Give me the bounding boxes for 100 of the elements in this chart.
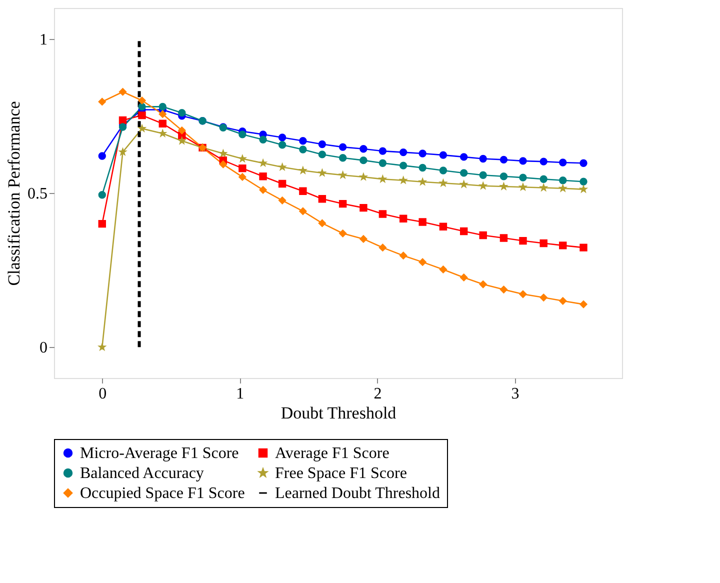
point xyxy=(238,154,246,162)
y-tick-label: 1 xyxy=(40,31,48,48)
point xyxy=(98,152,106,160)
point xyxy=(479,154,487,163)
point xyxy=(158,110,167,118)
point xyxy=(378,147,387,155)
point xyxy=(580,185,588,193)
point xyxy=(299,146,307,154)
point xyxy=(278,134,286,142)
point xyxy=(559,176,567,184)
legend-label: Balanced Accuracy xyxy=(80,465,204,482)
point xyxy=(318,150,326,158)
point xyxy=(299,137,307,145)
point xyxy=(158,130,166,137)
point xyxy=(219,150,227,157)
point xyxy=(540,158,548,166)
point xyxy=(118,116,127,124)
point xyxy=(500,234,508,242)
point xyxy=(440,179,447,186)
point xyxy=(439,151,448,159)
point xyxy=(519,236,527,245)
point xyxy=(378,244,387,252)
point xyxy=(580,178,588,186)
point xyxy=(259,186,267,194)
point xyxy=(138,96,146,104)
point xyxy=(559,242,567,250)
point xyxy=(138,102,146,111)
point xyxy=(418,164,426,172)
point xyxy=(238,164,246,172)
point xyxy=(118,88,127,96)
point xyxy=(178,137,186,144)
point xyxy=(540,175,548,183)
point xyxy=(338,154,347,162)
legend-label: Free Space F1 Score xyxy=(275,465,407,482)
x-tick-label: 3 xyxy=(511,386,520,402)
point xyxy=(299,207,307,216)
point xyxy=(519,157,527,165)
point xyxy=(439,166,448,174)
point xyxy=(439,266,448,274)
y-tick-label: 0 xyxy=(40,340,48,357)
point xyxy=(318,195,326,203)
point xyxy=(479,182,487,190)
x-tick-label: 2 xyxy=(374,386,382,402)
point xyxy=(418,218,426,226)
point xyxy=(460,169,468,177)
point xyxy=(278,163,286,170)
point xyxy=(580,300,588,308)
point xyxy=(519,174,527,182)
point xyxy=(259,136,267,144)
point xyxy=(238,173,246,181)
y-axis-title: Classification Performance xyxy=(4,101,24,286)
point xyxy=(238,130,246,138)
legend-label: Occupied Space F1 Score xyxy=(80,485,245,502)
point xyxy=(318,219,326,228)
point xyxy=(439,222,448,230)
point xyxy=(98,220,106,228)
point xyxy=(318,140,326,148)
point xyxy=(540,294,548,302)
point xyxy=(318,169,326,176)
point xyxy=(399,162,408,170)
point xyxy=(460,180,468,188)
x-tick-label: 0 xyxy=(98,386,107,402)
point xyxy=(519,183,527,190)
point xyxy=(399,214,408,222)
point xyxy=(400,176,408,184)
point xyxy=(559,184,567,192)
point xyxy=(500,156,508,164)
point xyxy=(360,156,368,164)
point xyxy=(278,180,286,188)
point xyxy=(378,159,387,167)
point xyxy=(378,210,387,218)
point xyxy=(540,184,548,191)
point xyxy=(338,200,347,208)
y-tick-label: 0.5 xyxy=(28,186,48,202)
point xyxy=(479,231,487,240)
point xyxy=(559,297,567,305)
point xyxy=(519,290,527,298)
point xyxy=(500,286,508,294)
point xyxy=(338,230,347,238)
point xyxy=(98,98,106,106)
point xyxy=(418,178,426,186)
point xyxy=(399,148,408,156)
point xyxy=(360,145,368,153)
point xyxy=(540,239,548,248)
legend-label: Average F1 Score xyxy=(275,445,390,462)
point xyxy=(338,143,347,151)
point xyxy=(259,159,267,166)
point xyxy=(479,171,487,179)
point xyxy=(299,187,307,196)
point xyxy=(138,124,146,132)
point xyxy=(500,182,508,190)
point xyxy=(98,343,106,350)
legend-label: Micro-Average F1 Score xyxy=(80,445,239,462)
point xyxy=(219,160,228,168)
point xyxy=(278,196,286,204)
point xyxy=(500,172,508,180)
point xyxy=(360,173,368,180)
point xyxy=(379,175,386,182)
legend-label: Learned Doubt Threshold xyxy=(275,485,440,502)
point xyxy=(138,111,146,120)
